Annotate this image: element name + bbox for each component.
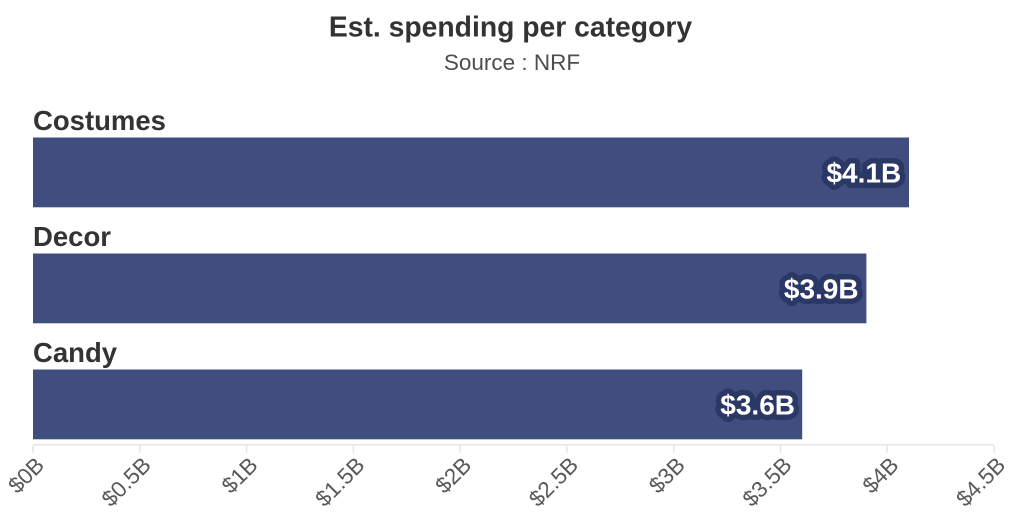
svg-text:Decor: Decor xyxy=(33,221,111,252)
svg-text:$3.6B: $3.6B xyxy=(720,389,795,420)
svg-text:$4.1B: $4.1B xyxy=(826,157,901,188)
svg-text:Candy: Candy xyxy=(33,337,118,368)
svg-text:Source : NRF: Source : NRF xyxy=(444,50,580,75)
svg-text:Est. spending per category: Est. spending per category xyxy=(329,10,692,42)
svg-text:Costumes: Costumes xyxy=(33,105,166,136)
svg-text:$3.9B: $3.9B xyxy=(784,273,859,304)
